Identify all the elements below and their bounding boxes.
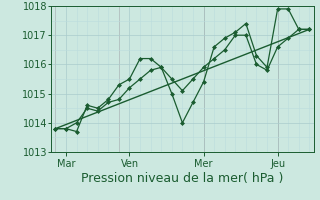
X-axis label: Pression niveau de la mer( hPa ): Pression niveau de la mer( hPa )	[81, 172, 284, 185]
